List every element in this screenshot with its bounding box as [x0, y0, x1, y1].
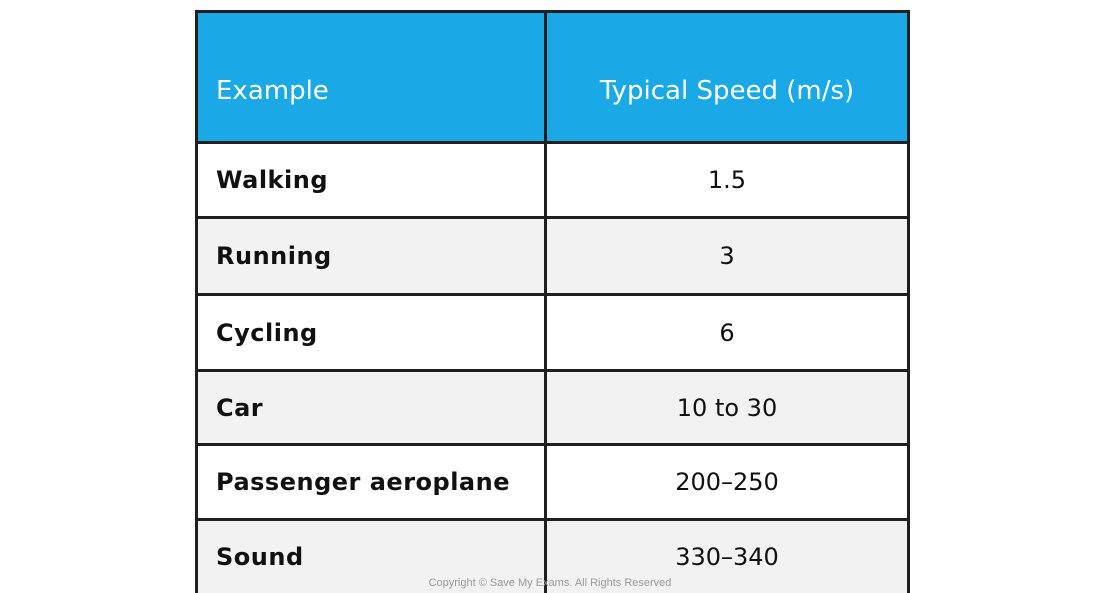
example-cell: Sound — [195, 518, 547, 593]
table-body: Walking 1.5 Running 3 Cycling 6 Car 10 to 30 Pas… — [195, 141, 910, 593]
example-cell: Walking — [195, 141, 547, 219]
example-cell: Car — [195, 369, 547, 446]
table-row: Car 10 to 30 — [195, 369, 910, 446]
header-cell: Typical Speed (m/s) — [544, 10, 910, 144]
table-row: Cycling 6 — [195, 293, 910, 372]
speed-cell: 330–340 — [544, 518, 910, 593]
header-cell: Example — [195, 10, 547, 144]
header-row: Example Typical Speed (m/s) — [195, 10, 910, 144]
table-row: Running 3 — [195, 216, 910, 296]
speed-cell: 200–250 — [544, 443, 910, 521]
table-row: Passenger aeroplane 200–250 — [195, 443, 910, 521]
copyright: Copyright © Save My Exams. All Rights Re… — [428, 577, 672, 589]
speed-cell: 1.5 — [544, 141, 910, 219]
speed-cell: 6 — [544, 293, 910, 372]
table-row: Walking 1.5 — [195, 141, 910, 219]
example-cell: Cycling — [195, 293, 547, 372]
speed-cell: 10 to 30 — [544, 369, 910, 446]
speed-table: Example Typical Speed (m/s) Walking 1.5 Ru… — [195, 10, 910, 593]
speed-cell: 3 — [544, 216, 910, 296]
table-row: Sound 330–340 — [195, 518, 910, 593]
example-cell: Running — [195, 216, 547, 296]
example-cell: Passenger aeroplane — [195, 443, 547, 521]
